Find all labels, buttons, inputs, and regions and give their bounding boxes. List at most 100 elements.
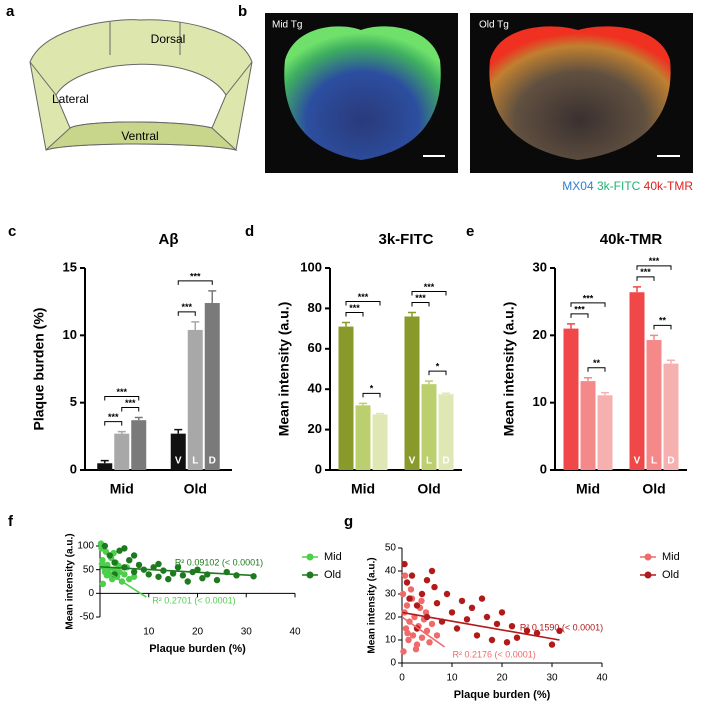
bar [97,463,113,470]
point [155,560,162,568]
point [401,572,409,579]
y-axis-label: Plaque burden (%) [31,308,47,431]
y-tick-label: 5 [70,394,77,409]
point [169,570,177,577]
point [463,616,471,623]
point [155,573,162,580]
point [426,639,433,646]
bar [563,328,579,470]
point [400,648,407,655]
error-bar [342,321,350,327]
significance-bracket [104,395,140,401]
point [418,634,426,641]
brain-diagram: Dorsal Lateral Ventral [29,19,253,151]
point [98,560,106,568]
bar [114,433,130,470]
point [428,567,436,575]
point [493,620,501,628]
y-tick-label: 10 [533,394,547,409]
y-tick-label: 20 [385,612,397,623]
panel-label: c [8,223,16,240]
point [533,629,541,637]
x-tick-label: 10 [143,627,155,638]
x-tick-label: Mid [110,481,134,497]
point [408,572,416,579]
y-tick-label: 100 [300,259,322,274]
point [448,609,456,616]
x-tick-label: Old [184,481,207,497]
error-bar [359,402,367,406]
point [458,597,466,605]
x-axis-label: Plaque burden (%) [454,689,551,701]
fit-label: R² 0.1590 (< 0.0001) [520,622,603,632]
legend-marker [644,571,652,579]
legend-label: Old [324,569,341,581]
image-caption: Old Tg [479,20,509,31]
channel-name: 40k-TMR [644,179,694,193]
significance-label: *** [349,303,360,313]
point [401,560,408,568]
significance-bracket [636,265,672,270]
point [468,604,476,611]
significance-bracket [177,311,196,316]
bar [372,414,388,470]
significance-label: *** [424,282,435,292]
x-tick-label: Old [417,481,440,497]
error-bar [667,359,675,364]
x-tick-label: 30 [241,627,253,638]
y-tick-label: 0 [540,461,547,476]
error-bar [100,459,109,464]
fit-line [99,566,147,598]
significance-bracket [411,290,447,296]
point [126,575,133,583]
point [428,620,436,628]
region-label: Lateral [52,92,89,106]
point [498,609,506,616]
series-label: D [209,456,216,467]
micrograph: Old Tg [470,13,693,173]
point [130,568,138,576]
point [121,545,128,552]
point [250,573,257,580]
y-tick-label: -50 [80,612,95,623]
point [483,613,491,621]
bar [629,292,645,470]
point [199,574,206,582]
legend-label: Mid [324,551,342,563]
significance-label: ** [593,358,601,368]
error-bar [567,323,575,329]
legend-label: Mid [662,551,680,563]
significance-bracket [345,301,381,306]
series-label: D [442,456,449,467]
y-tick-label: 80 [308,300,322,315]
y-tick-label: 30 [533,259,547,274]
significance-label: *** [116,387,127,397]
fit-label: R² 0.2176 (< 0.0001) [453,649,536,659]
fit-line [99,566,252,577]
bar [338,326,354,470]
point [488,636,496,644]
point [130,573,138,580]
channel-name: 3k-FITC [597,179,641,193]
significance-label: *** [125,398,136,408]
point [431,583,438,591]
panel-label: g [344,513,353,530]
y-tick-label: 0 [70,461,77,476]
region-label: Dorsal [151,32,186,46]
error-bar [633,286,641,293]
significance-bracket [362,392,381,398]
y-tick-label: 60 [308,340,322,355]
error-bar [584,377,592,382]
point [111,559,118,566]
point [116,547,123,554]
error-bar [425,380,433,385]
significance-label: *** [415,293,426,303]
point [174,564,182,571]
point [403,579,411,586]
point [405,636,412,644]
significance-label: *** [358,292,369,302]
error-bar [376,412,384,415]
bar [646,340,662,470]
x-tick-label: 30 [546,673,558,684]
